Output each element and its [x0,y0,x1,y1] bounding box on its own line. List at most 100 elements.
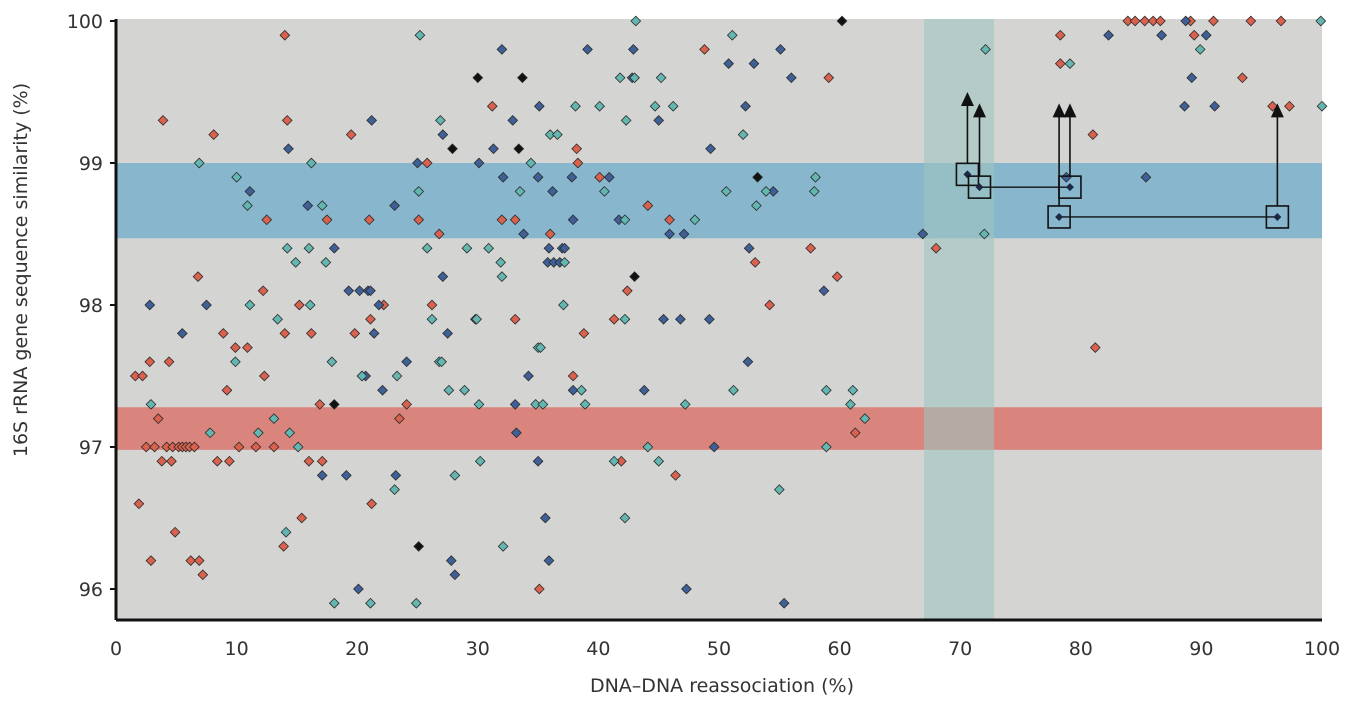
data-point [426,299,438,311]
data-point [303,455,315,467]
data-point [497,171,509,183]
data-point [473,399,485,410]
data-point [133,498,145,510]
arrow-head [1052,103,1066,118]
data-point [619,512,631,524]
data-point [283,143,294,155]
data-point [496,271,508,282]
data-point [615,455,627,467]
data-point [614,72,626,84]
data-point [365,597,376,609]
data-point [670,470,681,481]
data-point [533,583,545,595]
data-point [699,44,710,55]
data-point [559,257,570,268]
data-point [543,242,555,254]
x-tick-label: 0 [110,638,122,660]
highlight-box [967,175,992,199]
data-point [496,214,508,226]
data-point [579,399,591,410]
data-point [242,200,253,211]
data-point [401,356,413,368]
data-point [1315,15,1327,27]
data-point [1155,15,1166,27]
data-point [678,228,690,240]
data-point [244,299,256,311]
data-point [572,157,584,169]
data-point [280,526,292,538]
data-point [192,271,204,282]
data-point [1139,15,1151,27]
data-point [257,285,269,297]
data-point [436,356,447,368]
data-point [544,228,556,240]
data-point [426,313,438,325]
data-point [1054,58,1066,69]
data-point [728,384,739,396]
data-point [619,313,631,325]
data-point [836,15,848,27]
data-point [389,484,400,495]
data-point [664,214,675,226]
data-point [567,384,579,396]
data-point [365,285,376,297]
data-point [621,285,633,297]
data-point [1200,29,1212,41]
data-point [567,370,579,382]
arrow-head [960,92,974,106]
x-tick-label: 30 [466,638,490,660]
data-point [679,399,691,410]
data-point [578,328,590,339]
data-point [533,100,545,112]
data-point [449,569,461,581]
data-point [242,342,253,353]
data-point [223,455,235,467]
data-point [303,242,315,254]
axes: 0 10 20 30 40 50 60 70 80 90 100 96 97 98 99 100 [67,11,1340,660]
data-point [642,200,654,211]
data-point [566,171,578,183]
highlight-box [955,162,980,187]
data-point [471,313,482,325]
data-point [752,171,763,183]
data-point [859,413,871,424]
data-point [447,143,458,155]
data-point [401,399,413,410]
data-point [365,313,376,325]
data-point [306,328,317,339]
arrow-head [1063,103,1077,118]
data-point [284,427,296,439]
data-point [442,328,454,339]
data-point [514,186,526,197]
data-point [570,100,581,112]
data-point [1087,129,1099,140]
data-point [137,370,148,382]
data-point [723,58,735,69]
data-point [316,470,328,481]
data-point [681,583,692,595]
data-point [567,214,579,226]
x-axis-ticks: 0 10 20 30 40 50 60 70 80 90 100 [110,638,1340,660]
data-point [292,441,304,453]
data-point [1208,15,1219,27]
data-point [664,228,675,240]
data-point [345,129,357,140]
data-point [737,129,749,140]
data-point [413,186,425,197]
data-point [201,299,212,311]
data-point [368,328,380,339]
data-point [328,597,340,609]
data-point [509,313,521,325]
data-point [473,157,485,169]
data-point [608,455,620,467]
data-point [433,228,445,240]
y-tick-label: 100 [67,11,103,33]
data-point [421,242,433,254]
data-point [847,384,859,396]
data-point [1284,100,1295,112]
data-point [217,328,229,339]
data-point [496,44,508,55]
data-point [689,214,701,226]
highlight-box [1058,175,1082,199]
data-point [509,214,521,226]
